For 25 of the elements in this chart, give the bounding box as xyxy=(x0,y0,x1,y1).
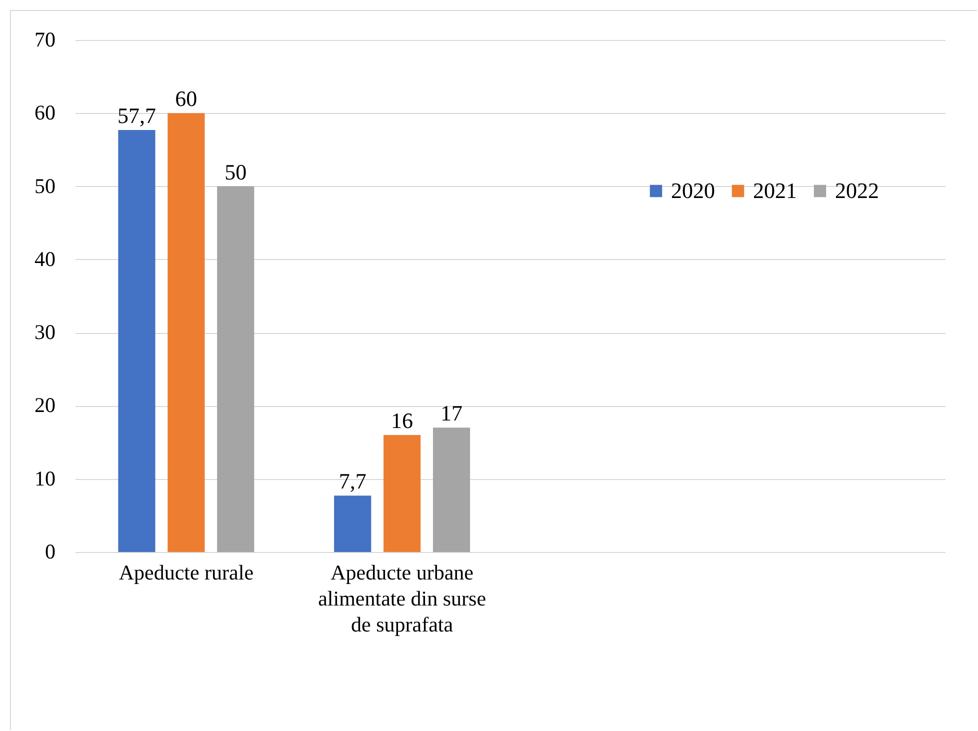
bar xyxy=(384,434,421,552)
y-tick-label: 0 xyxy=(45,540,56,564)
y-tick-label: 30 xyxy=(34,320,56,344)
y-tick-label: 20 xyxy=(34,393,56,418)
bar xyxy=(168,113,205,552)
y-tick-label: 40 xyxy=(34,246,56,271)
data-label: 60 xyxy=(175,86,198,112)
y-tick-label: 10 xyxy=(34,466,56,490)
x-tick-label: Apeducte rurale xyxy=(118,560,254,584)
legend-label: 2020 xyxy=(671,178,715,203)
data-label: 16 xyxy=(391,408,414,433)
data-label: 57,7 xyxy=(117,102,156,128)
bar xyxy=(334,496,372,552)
data-label: 17 xyxy=(440,400,463,426)
x-tick-label: Apeducte urbane alimentate din surse de suprafata xyxy=(318,560,486,636)
legend-label: 2022 xyxy=(835,178,879,203)
legend-label: 2021 xyxy=(753,178,797,203)
data-label: 7,7 xyxy=(338,468,366,494)
y-tick-label: 50 xyxy=(34,174,56,198)
y-tick-label: 70 xyxy=(34,28,56,52)
bar xyxy=(118,130,156,552)
y-tick-label: 60 xyxy=(34,100,56,125)
data-label: 50 xyxy=(224,159,247,184)
bar xyxy=(432,428,470,552)
bar xyxy=(217,186,254,552)
